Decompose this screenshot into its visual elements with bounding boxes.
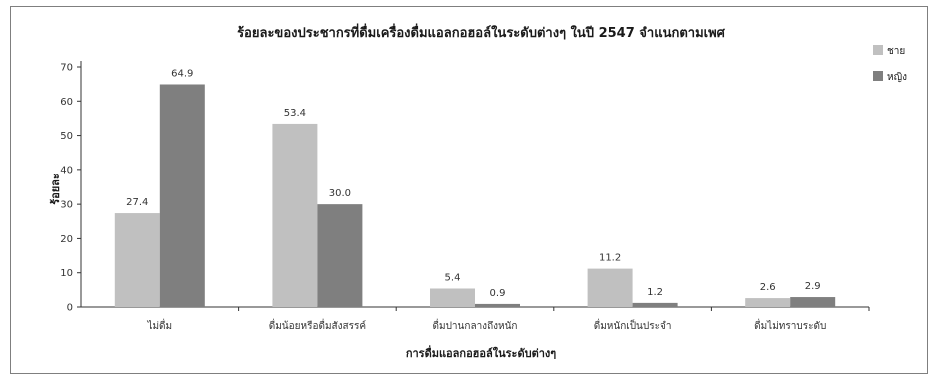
- y-ticks: 0 10 20 30 40 50 60 70: [60, 63, 81, 314]
- y-tick-label: 50: [60, 131, 73, 142]
- bar-female: [317, 204, 363, 307]
- data-label: 64.9: [171, 68, 193, 79]
- legend-label: ชาย: [887, 46, 905, 57]
- bars: [114, 84, 836, 308]
- data-label: 1.2: [647, 287, 663, 298]
- value-labels: 27.4 64.9 53.4 30.0 5.4 0.9 11.2 1.2 2.6 2.9: [126, 68, 820, 298]
- y-tick-label: 70: [60, 63, 73, 74]
- data-label: 2.6: [760, 282, 776, 293]
- chart-frame: ร้อยละของประชากรที่ดื่มเครื่องดื่มแอลกอฮ…: [10, 6, 928, 374]
- data-label: 30.0: [329, 188, 351, 199]
- data-label: 11.2: [599, 253, 621, 264]
- bar-male: [114, 213, 160, 307]
- y-tick-label: 20: [60, 234, 73, 245]
- bar-male: [272, 123, 318, 308]
- bar-male: [430, 288, 475, 307]
- category-label: ดื่มไม่ทราบระดับ: [754, 318, 826, 332]
- legend-swatch: [873, 45, 883, 55]
- category-labels: ไม่ดื่ม ดื่มน้อยหรือดื่มสังสรรค์ ดื่มปานกล…: [146, 307, 870, 332]
- legend-label: หญิง: [887, 72, 907, 83]
- category-label: ดื่มน้อยหรือดื่มสังสรรค์: [269, 318, 366, 332]
- bar-male: [587, 268, 633, 307]
- category-label: ไม่ดื่ม: [146, 318, 172, 332]
- y-tick-label: 40: [60, 165, 73, 176]
- bar-female: [632, 302, 678, 307]
- category-label: ดื่มปานกลางถึงหนัก: [433, 318, 518, 332]
- bar-female: [159, 84, 205, 307]
- data-label: 2.9: [805, 281, 821, 292]
- bar-female: [475, 303, 520, 307]
- y-axis-title: ร้อยละ: [49, 173, 62, 205]
- x-axis-title: การดื่มแอลกอฮอล์ในระดับต่างๆ: [406, 345, 556, 360]
- data-label: 5.4: [445, 272, 461, 283]
- data-label: 53.4: [284, 108, 306, 119]
- bar-female: [790, 297, 836, 307]
- data-label: 0.9: [490, 288, 506, 299]
- y-tick-label: 0: [67, 303, 73, 314]
- bar-chart: ร้อยละของประชากรที่ดื่มเครื่องดื่มแอลกอฮ…: [49, 23, 907, 360]
- legend-swatch: [873, 71, 883, 81]
- data-label: 27.4: [126, 197, 148, 208]
- y-tick-label: 60: [60, 97, 73, 108]
- y-tick-label: 10: [60, 268, 73, 279]
- chart-title: ร้อยละของประชากรที่ดื่มเครื่องดื่มแอลกอฮ…: [237, 23, 726, 41]
- category-label: ดื่มหนักเป็นประจำ: [594, 318, 672, 332]
- bar-male: [745, 298, 791, 307]
- y-tick-label: 30: [60, 200, 73, 211]
